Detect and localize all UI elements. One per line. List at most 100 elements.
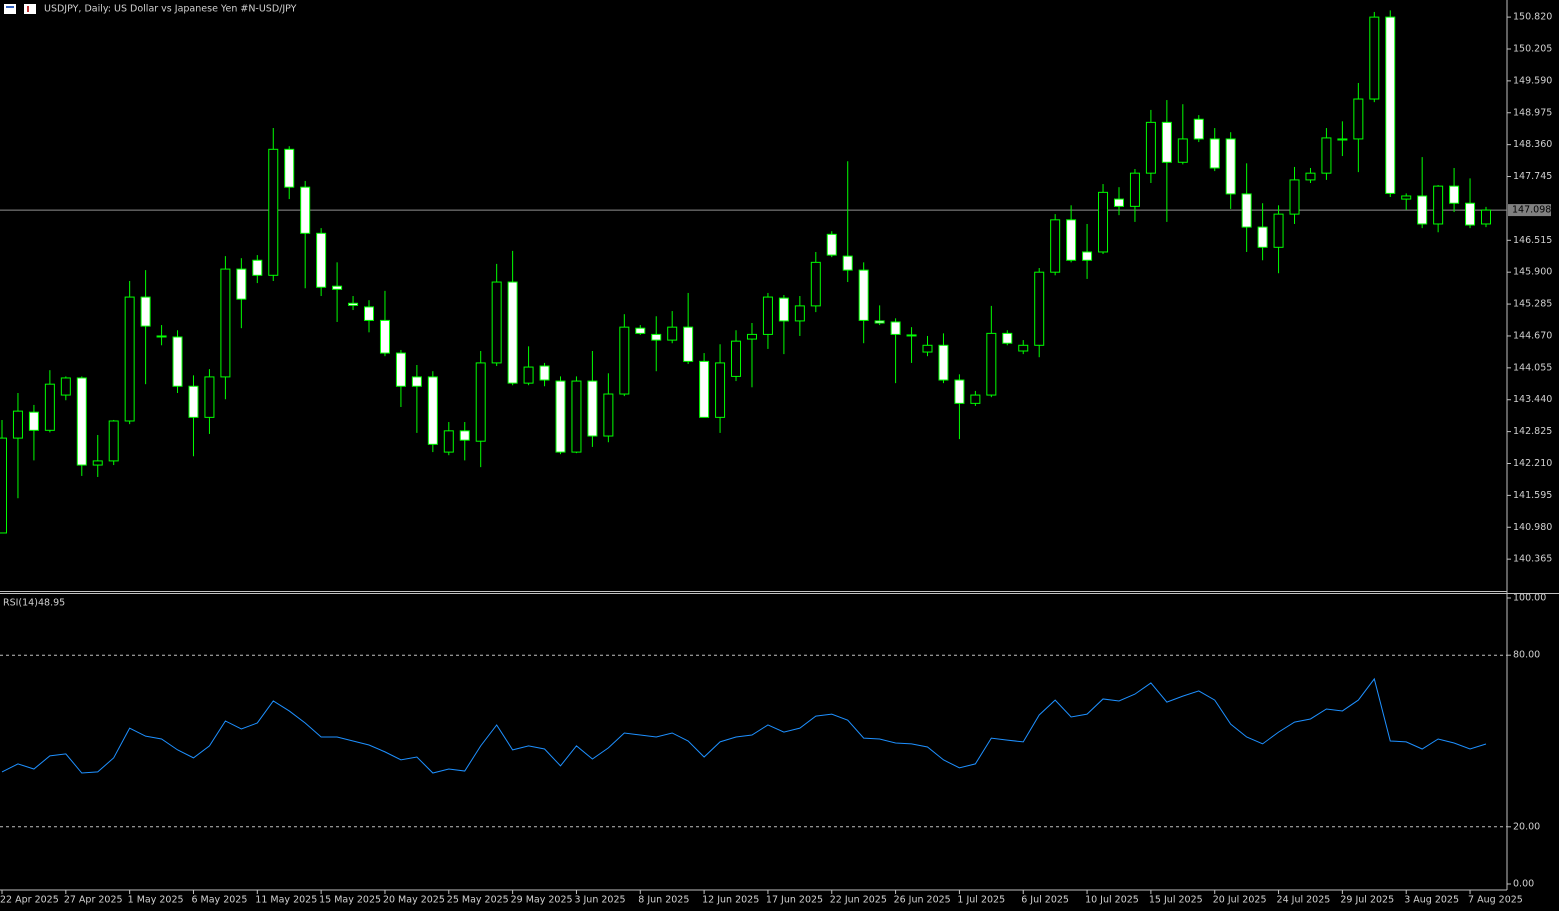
candle-body	[667, 326, 678, 341]
candle-body	[316, 232, 327, 288]
candle-body	[1305, 172, 1316, 181]
y-tick-label: 149.590	[1513, 75, 1552, 86]
candle-body	[1113, 198, 1124, 207]
chart-icon[interactable]	[24, 4, 36, 14]
candle-body	[1433, 185, 1444, 225]
x-tick-label: 24 Jul 2025	[1277, 895, 1331, 906]
candle-body	[1018, 344, 1029, 352]
candle-body	[300, 186, 311, 234]
candle-body	[1337, 138, 1348, 141]
y-tick-label: 145.900	[1513, 267, 1552, 278]
candle-body	[1449, 185, 1460, 204]
candle-body	[188, 385, 199, 418]
candle-body	[922, 344, 933, 353]
candle-body	[1129, 172, 1140, 207]
candle-body	[842, 255, 853, 271]
y-tick-label: 141.595	[1513, 490, 1552, 501]
x-tick-label: 15 May 2025	[319, 895, 381, 906]
candle-body	[172, 336, 183, 387]
candle-body	[411, 376, 422, 387]
y-tick-label: 140.980	[1513, 522, 1552, 533]
y-tick-label: 145.285	[1513, 299, 1552, 310]
candle-body	[746, 333, 757, 340]
x-tick-label: 10 Jul 2025	[1085, 895, 1139, 906]
x-tick-label: 8 Jun 2025	[638, 895, 689, 906]
x-tick-label: 3 Aug 2025	[1404, 895, 1459, 906]
x-tick-label: 29 May 2025	[511, 895, 573, 906]
candle-body	[395, 352, 406, 387]
candle-body	[587, 380, 598, 437]
candle-body	[1193, 118, 1204, 140]
y-tick-label: 142.825	[1513, 426, 1552, 437]
candle-body	[491, 281, 502, 364]
x-tick-label: 26 Jun 2025	[894, 895, 951, 906]
candle-body	[954, 379, 965, 404]
candle-body	[1177, 138, 1188, 163]
y-tick-label: 146.515	[1513, 235, 1552, 246]
candle-body	[124, 296, 135, 422]
candle-body	[571, 380, 582, 453]
candle-body	[1145, 121, 1156, 174]
candle-body	[443, 430, 454, 453]
candle-body	[970, 394, 981, 404]
candle-body	[1465, 202, 1476, 226]
candle-body	[1321, 137, 1332, 174]
candle-body	[220, 268, 231, 378]
current-price-box	[1508, 204, 1551, 217]
candle-body	[731, 340, 742, 377]
x-tick-label: 1 May 2025	[128, 895, 184, 906]
candle-body	[1401, 195, 1412, 200]
y-tick-label: 80.00	[1513, 650, 1540, 661]
candle-body	[507, 281, 518, 384]
candle-body	[108, 420, 119, 462]
candle-body	[427, 376, 438, 445]
candle-body	[1369, 16, 1380, 100]
chart-icon-bar	[27, 6, 29, 12]
rsi-value: 48.95	[38, 598, 65, 609]
candle-body	[1082, 251, 1093, 261]
candle-body	[140, 296, 151, 327]
x-tick-label: 25 May 2025	[447, 895, 509, 906]
x-tick-label: 15 Jul 2025	[1149, 895, 1203, 906]
candle-body	[1481, 209, 1491, 225]
candle-body	[28, 411, 39, 431]
candle-body	[1161, 121, 1172, 163]
x-tick-label: 29 Jul 2025	[1340, 895, 1394, 906]
candle-body	[778, 297, 789, 322]
x-tick-label: 22 Apr 2025	[0, 895, 59, 906]
candle-body	[1289, 179, 1300, 215]
x-tick-label: 1 Jul 2025	[957, 895, 1005, 906]
current-price-label: 147.098	[1512, 205, 1551, 216]
candle-body	[1257, 226, 1268, 248]
candle-body	[603, 393, 614, 437]
y-tick-label: 147.745	[1513, 171, 1552, 182]
candle-body	[92, 460, 103, 466]
candle-body	[284, 148, 295, 188]
menu-icon-bar	[6, 6, 14, 8]
x-tick-label: 6 Jul 2025	[1021, 895, 1069, 906]
candle-body	[890, 321, 901, 335]
candle-body	[874, 320, 885, 324]
y-tick-label: 100.00	[1513, 593, 1546, 604]
y-tick-label: 144.055	[1513, 362, 1552, 373]
candle-body	[1273, 213, 1284, 248]
menu-icon[interactable]	[4, 4, 16, 14]
y-tick-label: 150.205	[1513, 43, 1552, 54]
x-tick-label: 27 Apr 2025	[64, 895, 123, 906]
y-tick-label: 148.360	[1513, 139, 1552, 150]
candle-body	[539, 365, 550, 381]
x-tick-label: 22 Jun 2025	[830, 895, 887, 906]
candle-body	[906, 334, 917, 337]
x-tick-label: 6 May 2025	[191, 895, 247, 906]
y-tick-label: 140.365	[1513, 554, 1552, 565]
candle-body	[651, 333, 662, 341]
candle-body	[1066, 219, 1077, 261]
candle-body	[1241, 193, 1252, 228]
y-tick-label: 144.670	[1513, 330, 1552, 341]
candle-body	[1002, 332, 1013, 344]
candle-body	[156, 335, 167, 338]
candle-body	[1353, 98, 1364, 140]
